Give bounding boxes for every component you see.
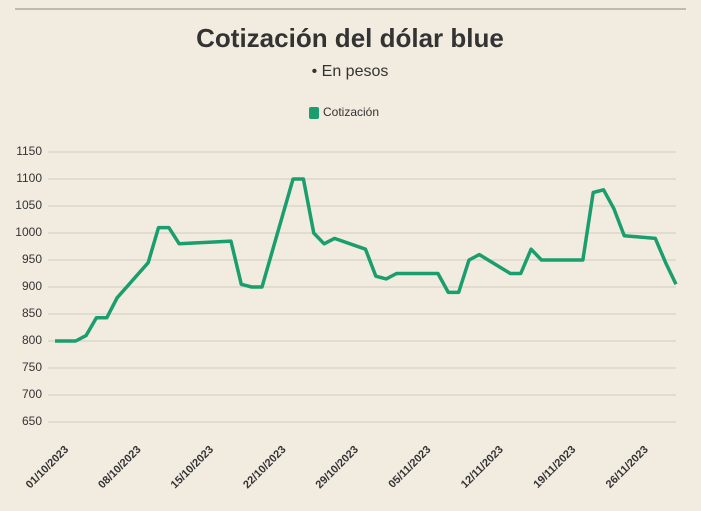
legend-label: Cotización [323, 105, 379, 119]
y-tick-label: 1100 [16, 171, 42, 185]
chart-title: Cotización del dólar blue [196, 23, 504, 53]
y-tick-label: 750 [22, 360, 42, 374]
y-tick-label: 900 [22, 279, 42, 293]
x-tick-label: 12/11/2023 [459, 444, 506, 491]
x-tick-label: 15/10/2023 [169, 444, 216, 491]
y-tick-label: 700 [22, 387, 42, 401]
x-tick-label: 29/10/2023 [314, 444, 361, 491]
x-tick-label: 08/10/2023 [96, 444, 143, 491]
x-tick-label: 22/10/2023 [241, 444, 288, 491]
y-tick-label: 1050 [15, 198, 42, 212]
chart-subtitle: • En pesos [312, 63, 389, 80]
y-tick-label: 950 [22, 252, 42, 266]
y-tick-label: 800 [22, 333, 42, 347]
x-tick-label: 05/11/2023 [386, 444, 433, 491]
x-tick-label: 26/11/2023 [604, 444, 651, 491]
x-tick-label: 19/11/2023 [531, 444, 578, 491]
legend-swatch [309, 107, 319, 119]
y-tick-label: 850 [22, 306, 42, 320]
y-tick-label: 650 [22, 414, 42, 428]
y-tick-label: 1150 [16, 144, 42, 158]
x-tick-label: 01/10/2023 [24, 444, 71, 491]
y-tick-label: 1000 [15, 225, 42, 239]
series-line [55, 177, 678, 343]
